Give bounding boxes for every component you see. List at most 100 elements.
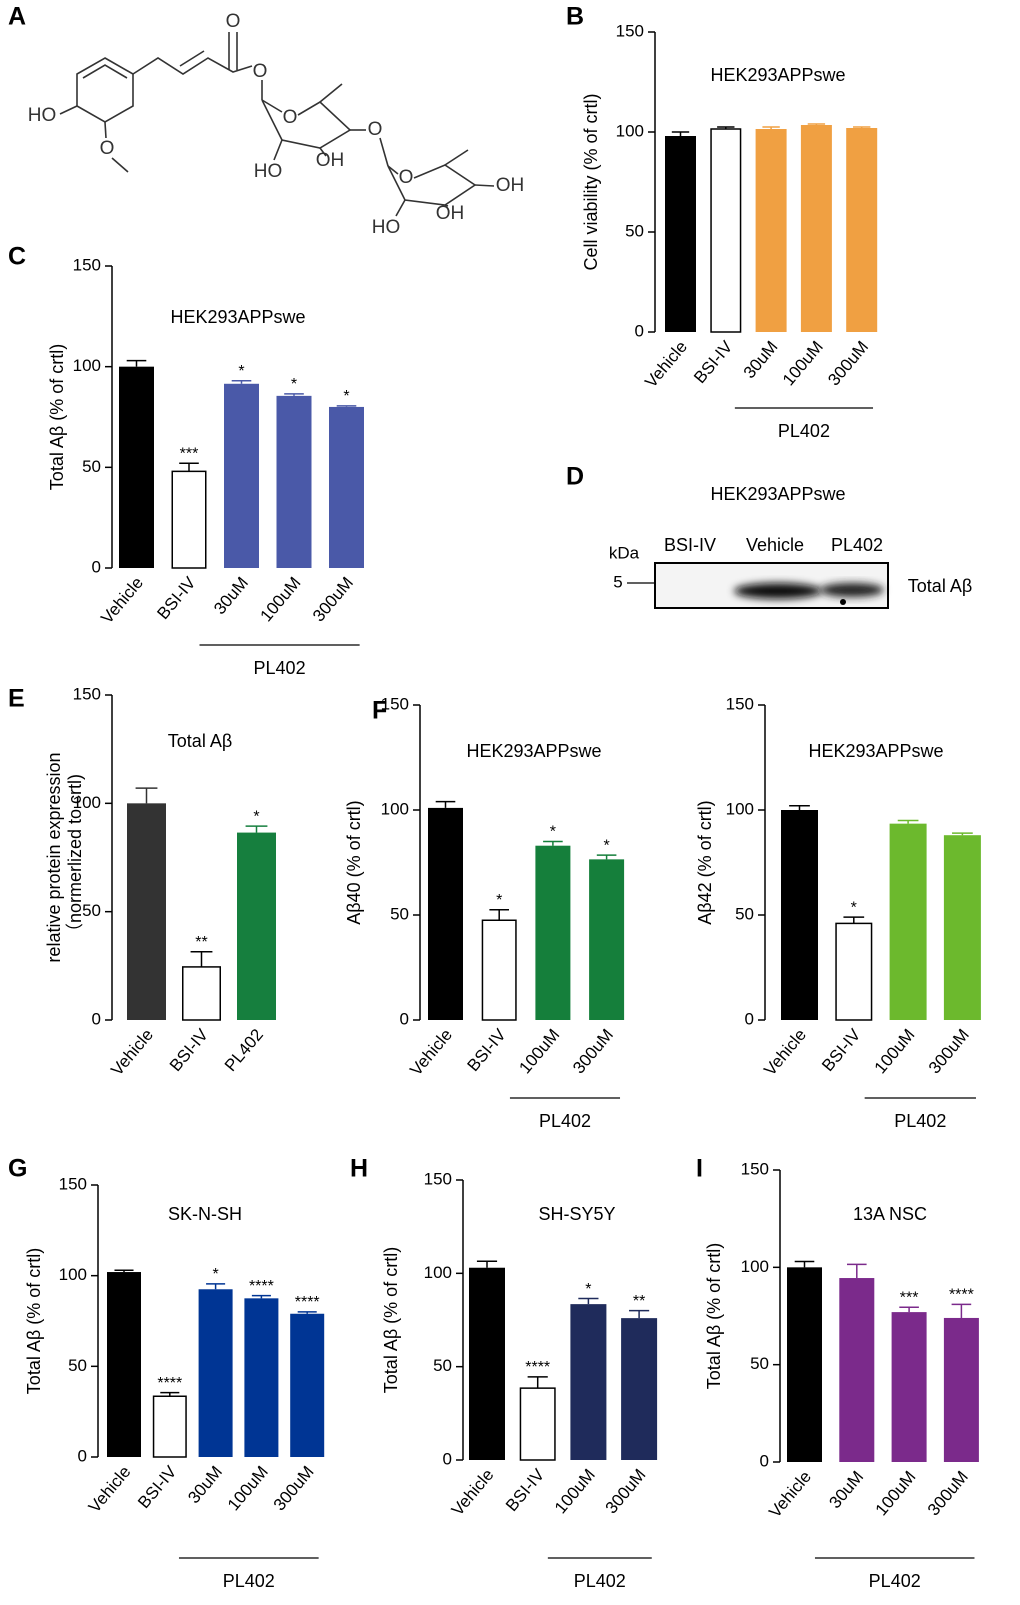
panel-letter: D (566, 463, 584, 491)
y-tick-label: 150 (59, 1174, 87, 1193)
error-bar (762, 126, 780, 129)
blot-title: HEK293APPswe (710, 484, 845, 504)
y-axis-label: Aβ42 (% of crtl) (695, 800, 715, 924)
error-bar (126, 359, 147, 367)
significance-label: * (603, 837, 609, 854)
panel-letter: G (8, 1155, 27, 1183)
bar (182, 966, 221, 1021)
atom-label: O (226, 11, 241, 32)
bar (244, 1298, 279, 1457)
y-tick-label: 100 (73, 793, 101, 812)
error-bar (476, 1260, 498, 1268)
error-bar (629, 1309, 650, 1319)
blot-band (820, 583, 884, 597)
significance-label: * (496, 892, 502, 909)
bar (237, 832, 276, 1020)
panel-letter: I (696, 1155, 703, 1183)
error-bar (135, 787, 158, 804)
bar (710, 128, 742, 333)
x-tick-label: BSI-IV (134, 1462, 181, 1512)
x-tick-label: BSI-IV (166, 1025, 213, 1075)
bond (179, 50, 205, 67)
group-label: PL402 (539, 1111, 591, 1131)
bond (132, 57, 253, 75)
bar (800, 125, 832, 332)
chart-title: HEK293APPswe (466, 741, 601, 761)
y-tick-label: 150 (73, 684, 101, 703)
bond (261, 99, 283, 113)
lane-label: BSI-IV (664, 535, 716, 555)
y-axis-label: Total Aβ (% of crtl) (24, 1248, 44, 1394)
group-label: PL402 (869, 1571, 921, 1591)
y-axis-label: Total Aβ (% of crtl) (704, 1243, 724, 1389)
panel-letter: C (8, 243, 26, 271)
significance-label: * (585, 1281, 591, 1298)
error-bar (284, 393, 304, 396)
chart-title: HEK293APPswe (808, 741, 943, 761)
y-tick-label: 50 (433, 1356, 452, 1375)
y-tick-label: 0 (92, 557, 101, 576)
group-label: PL402 (574, 1571, 626, 1591)
atom-label: O (100, 138, 115, 159)
atom-label: OH (496, 175, 525, 196)
atom-label: O (253, 61, 268, 82)
x-tick-label: Vehicle (641, 337, 691, 391)
lane-label: Vehicle (746, 535, 804, 555)
x-tick-label: 300uM (309, 573, 357, 625)
chemical-structure: O O HO O O O HO OH O OH HO OH (28, 11, 525, 238)
error-bar (578, 1297, 599, 1305)
bond (76, 57, 134, 123)
significance-label: *** (180, 446, 199, 463)
x-tick-label: 100uM (224, 1462, 272, 1514)
x-tick-label: BSI-IV (502, 1465, 549, 1515)
x-tick-label: Vehicle (107, 1025, 157, 1079)
significance-label: * (851, 899, 857, 916)
x-tick-label: 30uM (210, 573, 252, 618)
x-tick-label: 100uM (779, 337, 827, 389)
group-label: PL402 (894, 1111, 946, 1131)
x-tick-label: 100uM (257, 573, 305, 625)
bar (755, 129, 787, 332)
bond (82, 64, 128, 79)
group-label: PL402 (778, 421, 830, 441)
atom-label: OH (316, 150, 345, 171)
error-bar (251, 1294, 271, 1299)
x-tick-label: 300uM (270, 1462, 318, 1514)
chart-title: HEK293APPswe (710, 65, 845, 85)
bar (198, 1289, 233, 1457)
y-tick-label: 0 (443, 1449, 452, 1468)
y-tick-label: 0 (78, 1446, 87, 1465)
marker-label: 5 (613, 572, 622, 591)
error-bar (527, 1376, 548, 1389)
band-label: Total Aβ (908, 576, 972, 596)
x-tick-label: BSI-IV (818, 1025, 865, 1075)
y-tick-label: 0 (745, 1009, 754, 1028)
error-bar (179, 462, 199, 472)
x-tick-label: Vehicle (448, 1465, 498, 1519)
bar (535, 845, 571, 1020)
y-tick-label: 150 (726, 694, 754, 713)
bond (474, 184, 495, 187)
bar (481, 919, 517, 1021)
bar (846, 128, 878, 332)
bar (152, 1395, 187, 1458)
y-axis-label: Cell viability (% of crtl) (581, 93, 601, 270)
error-bar (899, 1306, 919, 1313)
error-bar (853, 126, 871, 128)
atom-label: O (399, 167, 414, 188)
blot-speck (840, 599, 846, 605)
lane-label: PL402 (831, 535, 883, 555)
panel-letter: B (566, 3, 584, 31)
x-tick-label: 300uM (925, 1025, 973, 1077)
bar (276, 395, 312, 568)
bar (119, 366, 154, 568)
error-bar (489, 909, 509, 921)
y-tick-label: 50 (82, 901, 101, 920)
y-tick-label: 100 (59, 1265, 87, 1284)
significance-label: ** (195, 934, 207, 951)
bar (329, 406, 364, 568)
x-tick-label: Vehicle (760, 1025, 810, 1079)
atom-label: HO (372, 217, 401, 238)
error-bar (897, 819, 919, 824)
error-bar (543, 840, 563, 846)
